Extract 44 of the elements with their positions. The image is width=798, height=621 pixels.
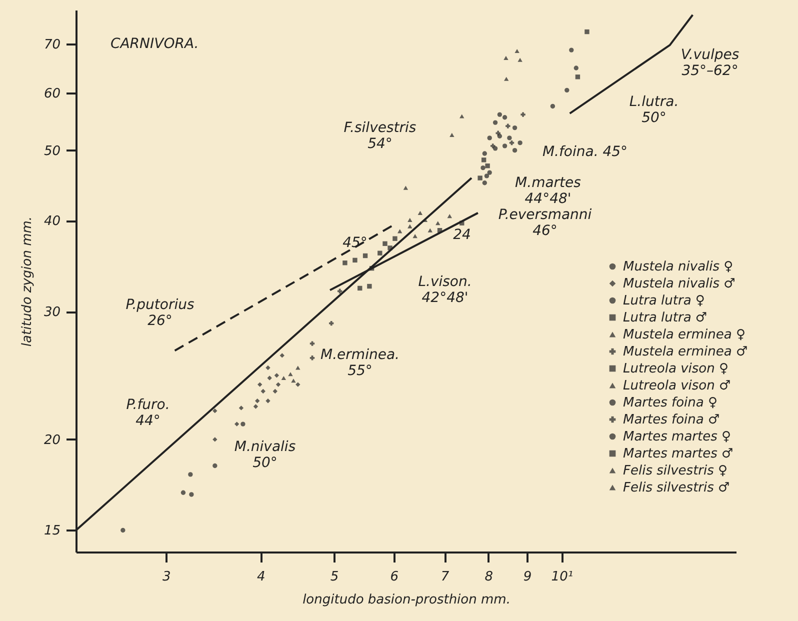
legend-label: Martes foina ♀	[623, 396, 718, 410]
annotation: F.silvestris 54°	[344, 120, 416, 152]
annotation: M.erminea. 55°	[320, 347, 400, 379]
annotation: P.eversmanni 46°	[498, 207, 592, 239]
annotation: L.vison. 42°48'	[418, 274, 472, 306]
y-tick-label: 20	[44, 432, 60, 448]
annotation: M.martes 44°48'	[515, 175, 581, 207]
legend-label: Lutra lutra ♂	[623, 310, 708, 326]
x-tick-label: 10¹	[551, 570, 574, 584]
y-tick-label: 30	[44, 305, 60, 320]
x-tick-label: 9	[523, 570, 532, 584]
y-tick-label: 15	[44, 524, 60, 539]
legend-label: Mustela erminea ♀	[623, 328, 746, 342]
text: CARNIVORA.	[110, 36, 199, 52]
y-tick-label: 60	[44, 86, 60, 102]
annotation: M.foina. 45°	[542, 144, 628, 160]
y-axis-title: latitudo zygion mm.	[20, 216, 35, 347]
legend-label: Lutreola vison ♂	[623, 378, 731, 394]
legend-label: Mustela nivalis ♀	[623, 260, 734, 274]
annotation: V.vulpes 35°–62°	[680, 47, 740, 79]
x-tick-label: 4	[257, 570, 266, 584]
x-tick-label: 8	[484, 570, 494, 584]
legend-label: Martes martes ♂	[623, 446, 734, 462]
legend-label: Lutra lutra ♀	[623, 294, 705, 308]
y-tick-label: 50	[44, 144, 60, 159]
annotation: 24	[453, 227, 471, 243]
legend-label: Martes martes ♀	[623, 430, 732, 444]
annotation: P.putorius 26°	[126, 297, 194, 329]
legend-label: Mustela nivalis ♂	[623, 276, 736, 292]
legend-label: Martes foina ♂	[623, 412, 720, 428]
x-tick-label: 5	[330, 570, 339, 584]
x-tick-label: 6	[390, 570, 399, 584]
x-tick-label: 3	[162, 570, 171, 584]
legend-label: Felis silvestris ♀	[623, 464, 728, 478]
y-tick-label: 70	[44, 38, 60, 53]
annotation: L.lutra. 50°	[629, 94, 679, 126]
y-tick-label: 40	[44, 214, 60, 230]
annotation: P.furo. 44°	[126, 397, 170, 429]
legend-label: Mustela erminea ♂	[623, 344, 748, 360]
annotation: M.nivalis 50°	[234, 439, 296, 471]
x-axis-title: longitudo basion-prosthion mm.	[302, 592, 510, 608]
x-tick-label: 7	[440, 570, 450, 584]
legend-label: Lutreola vison ♀	[623, 362, 729, 376]
legend-label: Felis silvestris ♂	[623, 480, 730, 496]
